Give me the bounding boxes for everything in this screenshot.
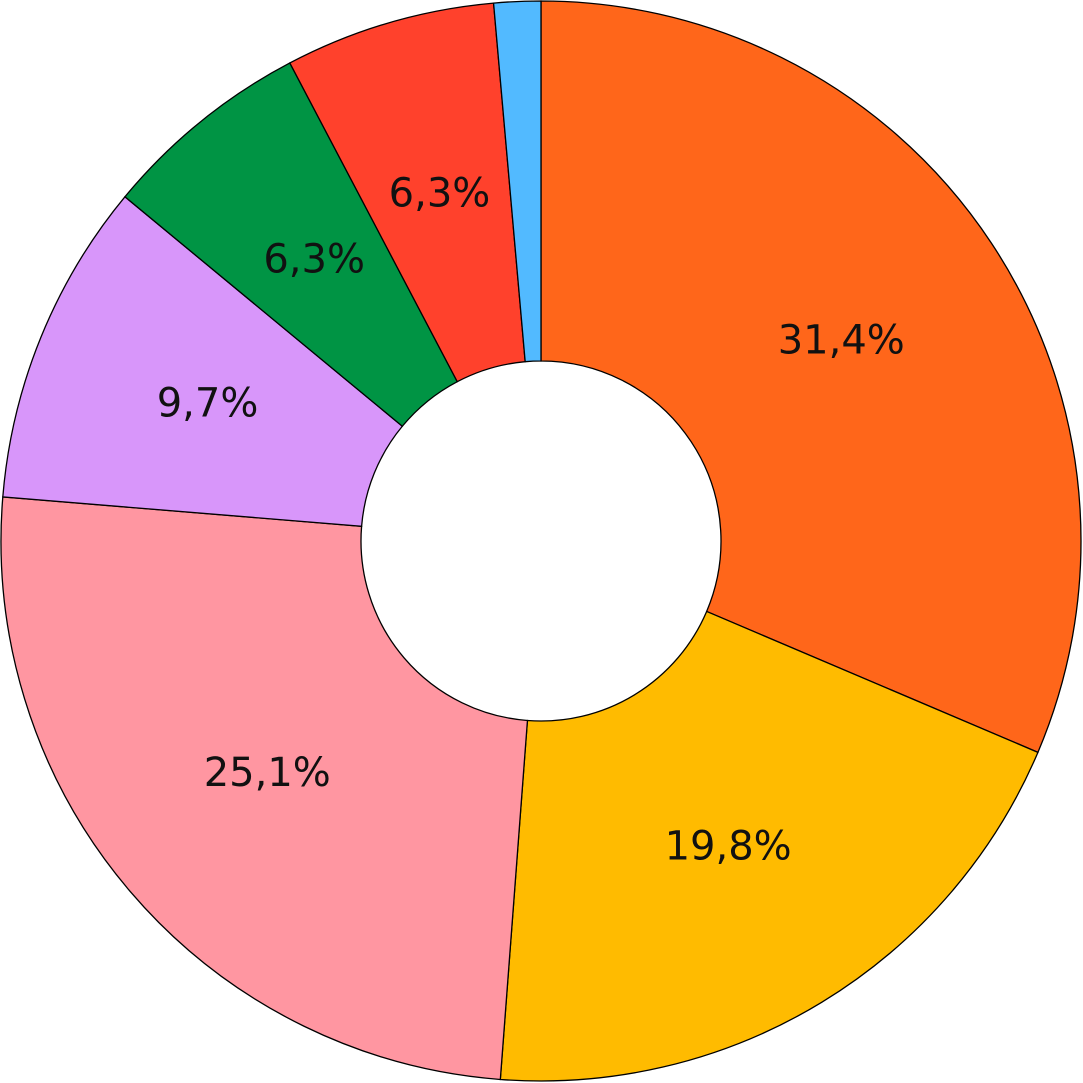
- data-label: 19,8%: [665, 824, 792, 870]
- data-label: 6,3%: [389, 171, 491, 217]
- data-label: 31,4%: [778, 317, 905, 363]
- slice: [492, 0, 542, 363]
- data-label: 25,1%: [204, 750, 331, 796]
- slice: [0, 496, 529, 1081]
- slice: [288, 2, 526, 383]
- slice: [2, 195, 404, 528]
- data-label: 6,3%: [263, 236, 365, 282]
- slice: [499, 610, 1039, 1082]
- data-label: 9,7%: [157, 380, 259, 426]
- slice: [124, 62, 459, 428]
- slice: [540, 0, 1082, 754]
